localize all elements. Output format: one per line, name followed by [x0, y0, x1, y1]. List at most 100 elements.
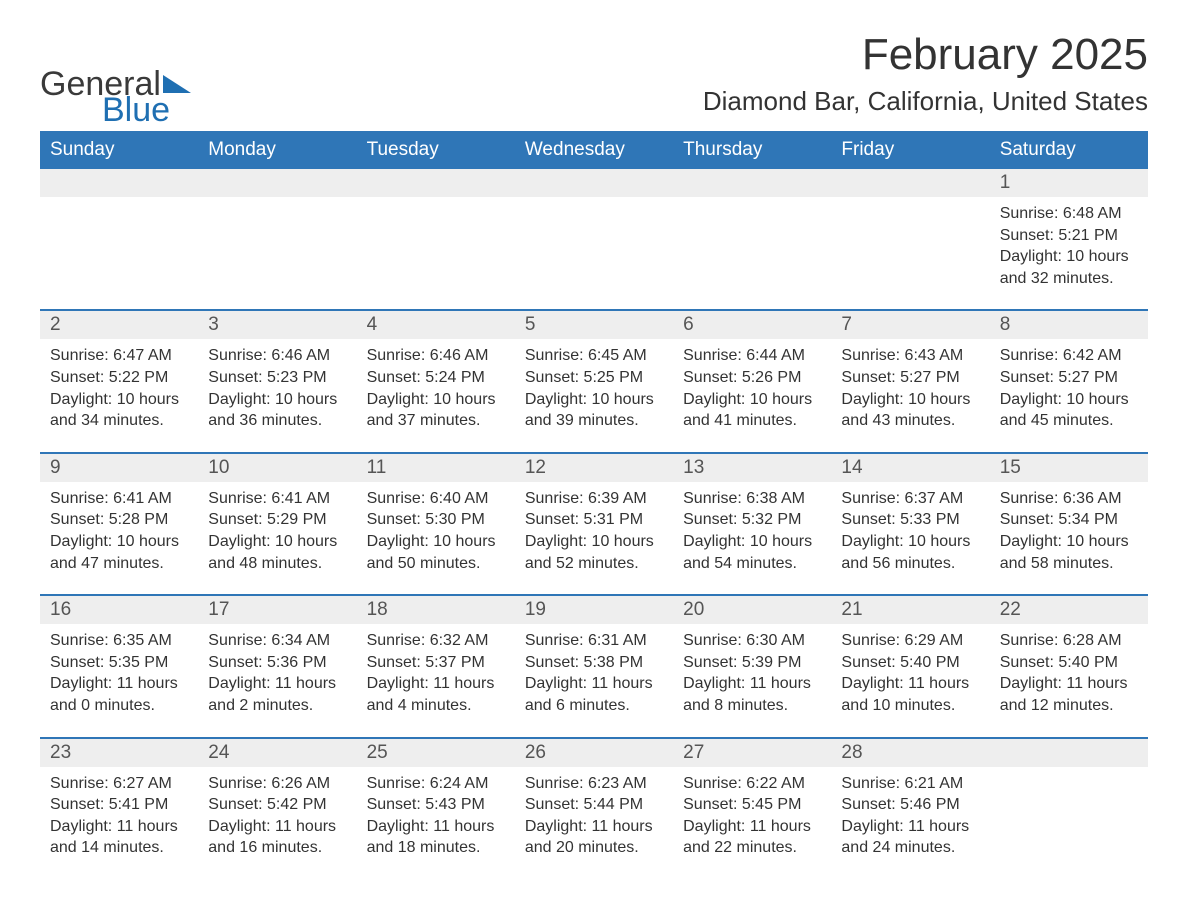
daylight-text: Daylight: 10 hours and 41 minutes. [683, 389, 821, 432]
day-detail: Sunrise: 6:41 AMSunset: 5:29 PMDaylight:… [198, 482, 356, 580]
day-detail: Sunrise: 6:34 AMSunset: 5:36 PMDaylight:… [198, 624, 356, 722]
sunset-text: Sunset: 5:36 PM [208, 652, 346, 674]
calendar: SundayMondayTuesdayWednesdayThursdayFrid… [40, 131, 1148, 865]
sunset-text: Sunset: 5:43 PM [367, 794, 505, 816]
sunrise-text: Sunrise: 6:40 AM [367, 488, 505, 510]
daylight-text: Daylight: 10 hours and 50 minutes. [367, 531, 505, 574]
day-detail: Sunrise: 6:39 AMSunset: 5:31 PMDaylight:… [515, 482, 673, 580]
day-number: 9 [40, 454, 198, 482]
sunrise-text: Sunrise: 6:43 AM [841, 345, 979, 367]
sunrise-text: Sunrise: 6:41 AM [208, 488, 346, 510]
day-number: 10 [198, 454, 356, 482]
sunset-text: Sunset: 5:23 PM [208, 367, 346, 389]
dow-tuesday: Tuesday [357, 131, 515, 169]
day-detail: Sunrise: 6:40 AMSunset: 5:30 PMDaylight:… [357, 482, 515, 580]
day-detail: Sunrise: 6:28 AMSunset: 5:40 PMDaylight:… [990, 624, 1148, 722]
day-detail: Sunrise: 6:37 AMSunset: 5:33 PMDaylight:… [831, 482, 989, 580]
day-number: 3 [198, 311, 356, 339]
dow-thursday: Thursday [673, 131, 831, 169]
day-number: 13 [673, 454, 831, 482]
day-detail: Sunrise: 6:36 AMSunset: 5:34 PMDaylight:… [990, 482, 1148, 580]
day-number: 24 [198, 739, 356, 767]
sunset-text: Sunset: 5:27 PM [841, 367, 979, 389]
day-number: 16 [40, 596, 198, 624]
sunset-text: Sunset: 5:30 PM [367, 509, 505, 531]
sunrise-text: Sunrise: 6:35 AM [50, 630, 188, 652]
day-number-empty [673, 169, 831, 197]
day-detail: Sunrise: 6:47 AMSunset: 5:22 PMDaylight:… [40, 339, 198, 437]
daynum-row: 16171819202122 [40, 596, 1148, 624]
day-number: 7 [831, 311, 989, 339]
sunrise-text: Sunrise: 6:31 AM [525, 630, 663, 652]
day-detail-empty [673, 197, 831, 295]
daylight-text: Daylight: 10 hours and 48 minutes. [208, 531, 346, 574]
day-number-empty [515, 169, 673, 197]
daylight-text: Daylight: 10 hours and 34 minutes. [50, 389, 188, 432]
sunset-text: Sunset: 5:44 PM [525, 794, 663, 816]
day-number: 8 [990, 311, 1148, 339]
day-detail: Sunrise: 6:21 AMSunset: 5:46 PMDaylight:… [831, 767, 989, 865]
logo-word-blue: Blue [102, 93, 191, 127]
daynum-row: 9101112131415 [40, 454, 1148, 482]
day-detail: Sunrise: 6:29 AMSunset: 5:40 PMDaylight:… [831, 624, 989, 722]
daylight-text: Daylight: 11 hours and 4 minutes. [367, 673, 505, 716]
detail-row: Sunrise: 6:35 AMSunset: 5:35 PMDaylight:… [40, 624, 1148, 722]
title-block: February 2025 Diamond Bar, California, U… [703, 30, 1148, 127]
daylight-text: Daylight: 10 hours and 37 minutes. [367, 389, 505, 432]
day-detail: Sunrise: 6:22 AMSunset: 5:45 PMDaylight:… [673, 767, 831, 865]
daylight-text: Daylight: 10 hours and 32 minutes. [1000, 246, 1138, 289]
sunrise-text: Sunrise: 6:29 AM [841, 630, 979, 652]
daylight-text: Daylight: 11 hours and 16 minutes. [208, 816, 346, 859]
day-number: 20 [673, 596, 831, 624]
sunrise-text: Sunrise: 6:45 AM [525, 345, 663, 367]
day-number: 17 [198, 596, 356, 624]
daylight-text: Daylight: 10 hours and 43 minutes. [841, 389, 979, 432]
day-number: 19 [515, 596, 673, 624]
detail-row: Sunrise: 6:47 AMSunset: 5:22 PMDaylight:… [40, 339, 1148, 437]
sunrise-text: Sunrise: 6:41 AM [50, 488, 188, 510]
month-title: February 2025 [703, 30, 1148, 80]
dow-friday: Friday [831, 131, 989, 169]
daylight-text: Daylight: 11 hours and 2 minutes. [208, 673, 346, 716]
day-detail-empty [198, 197, 356, 295]
detail-row: Sunrise: 6:27 AMSunset: 5:41 PMDaylight:… [40, 767, 1148, 865]
daynum-row: 232425262728 [40, 739, 1148, 767]
sunrise-text: Sunrise: 6:38 AM [683, 488, 821, 510]
day-number: 28 [831, 739, 989, 767]
sunset-text: Sunset: 5:31 PM [525, 509, 663, 531]
location-label: Diamond Bar, California, United States [703, 86, 1148, 117]
sunrise-text: Sunrise: 6:37 AM [841, 488, 979, 510]
day-detail-empty [357, 197, 515, 295]
sunset-text: Sunset: 5:27 PM [1000, 367, 1138, 389]
daylight-text: Daylight: 11 hours and 14 minutes. [50, 816, 188, 859]
day-number-empty [831, 169, 989, 197]
day-number: 4 [357, 311, 515, 339]
day-number-empty [990, 739, 1148, 767]
sunset-text: Sunset: 5:37 PM [367, 652, 505, 674]
dow-saturday: Saturday [990, 131, 1148, 169]
day-number: 11 [357, 454, 515, 482]
day-number: 21 [831, 596, 989, 624]
sunrise-text: Sunrise: 6:26 AM [208, 773, 346, 795]
daylight-text: Daylight: 11 hours and 18 minutes. [367, 816, 505, 859]
daylight-text: Daylight: 10 hours and 54 minutes. [683, 531, 821, 574]
day-number: 25 [357, 739, 515, 767]
sunset-text: Sunset: 5:38 PM [525, 652, 663, 674]
daylight-text: Daylight: 11 hours and 6 minutes. [525, 673, 663, 716]
daylight-text: Daylight: 10 hours and 36 minutes. [208, 389, 346, 432]
detail-row: Sunrise: 6:48 AMSunset: 5:21 PMDaylight:… [40, 197, 1148, 295]
sunrise-text: Sunrise: 6:48 AM [1000, 203, 1138, 225]
day-number: 27 [673, 739, 831, 767]
day-detail-empty [515, 197, 673, 295]
sunrise-text: Sunrise: 6:22 AM [683, 773, 821, 795]
sunset-text: Sunset: 5:25 PM [525, 367, 663, 389]
sunset-text: Sunset: 5:21 PM [1000, 225, 1138, 247]
sunset-text: Sunset: 5:33 PM [841, 509, 979, 531]
daylight-text: Daylight: 10 hours and 58 minutes. [1000, 531, 1138, 574]
daylight-text: Daylight: 11 hours and 22 minutes. [683, 816, 821, 859]
sunset-text: Sunset: 5:40 PM [1000, 652, 1138, 674]
detail-row: Sunrise: 6:41 AMSunset: 5:28 PMDaylight:… [40, 482, 1148, 580]
sunset-text: Sunset: 5:41 PM [50, 794, 188, 816]
day-detail: Sunrise: 6:45 AMSunset: 5:25 PMDaylight:… [515, 339, 673, 437]
sunrise-text: Sunrise: 6:47 AM [50, 345, 188, 367]
